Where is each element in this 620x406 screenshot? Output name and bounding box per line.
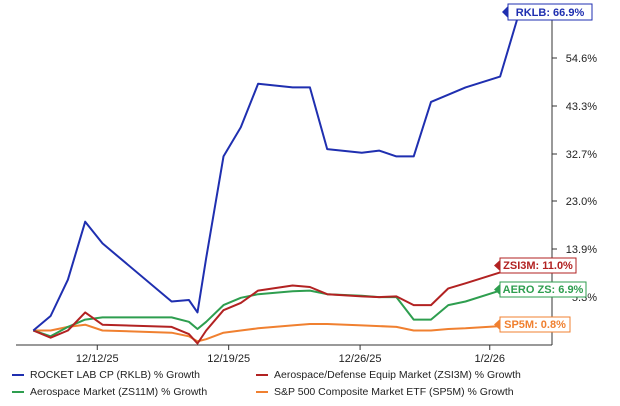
legend-item-rklb: ROCKET LAB CP (RKLB) % Growth [12, 369, 200, 381]
y-tick-label: 43.3% [566, 101, 597, 113]
legend-swatch-zs11m [12, 391, 24, 393]
series-line-sp5m [33, 323, 518, 343]
end-label-zs11m: AERO ZS: 6.9% [503, 284, 584, 296]
y-tick-label: 23.0% [566, 196, 597, 208]
legend-label-zs11m: Aerospace Market (ZS11M) % Growth [30, 386, 208, 398]
series-line-rklb [32, 18, 519, 332]
x-tick-label: 12/19/25 [207, 353, 250, 365]
series-line-zsi3m [32, 267, 518, 345]
end-label-pointer-zs11m [494, 284, 500, 295]
legend-label-rklb: ROCKET LAB CP (RKLB) % Growth [30, 369, 200, 381]
y-tick-label: 32.7% [566, 149, 597, 161]
x-tick-label: 12/26/25 [339, 353, 382, 365]
end-label-rklb: RKLB: 66.9% [516, 7, 585, 19]
chart-svg: 5.3%13.9%23.0%32.7%43.3%54.6%12/12/25 12/… [16, 3, 597, 365]
legend-label-zsi3m: Aerospace/Defense Equip Market (ZSI3M) %… [274, 369, 521, 381]
legend-item-zsi3m: Aerospace/Defense Equip Market (ZSI3M) %… [256, 369, 521, 381]
legend: ROCKET LAB CP (RKLB) % Growth Aerospace/… [0, 365, 620, 406]
series-line-zs11m [32, 287, 518, 338]
end-label-sp5m: SP5M: 0.8% [504, 319, 566, 331]
legend-item-sp5m: S&P 500 Composite Market ETF (SP5M) % Gr… [256, 386, 514, 398]
legend-swatch-sp5m [256, 391, 268, 393]
legend-swatch-rklb [12, 374, 24, 376]
x-tick-label: 12/12/25 [76, 353, 119, 365]
y-tick-label: 54.6% [566, 53, 597, 65]
end-label-zsi3m: ZSI3M: 11.0% [503, 260, 573, 272]
end-label-pointer-zsi3m [494, 260, 500, 271]
legend-item-zs11m: Aerospace Market (ZS11M) % Growth [12, 386, 207, 398]
y-tick-label: 13.9% [566, 244, 597, 256]
legend-swatch-zsi3m [256, 374, 268, 376]
end-label-pointer-sp5m [494, 319, 500, 330]
legend-label-sp5m: S&P 500 Composite Market ETF (SP5M) % Gr… [274, 386, 514, 398]
end-label-pointer-rklb [502, 6, 508, 18]
x-tick-label: 1/2/26 [474, 353, 505, 365]
